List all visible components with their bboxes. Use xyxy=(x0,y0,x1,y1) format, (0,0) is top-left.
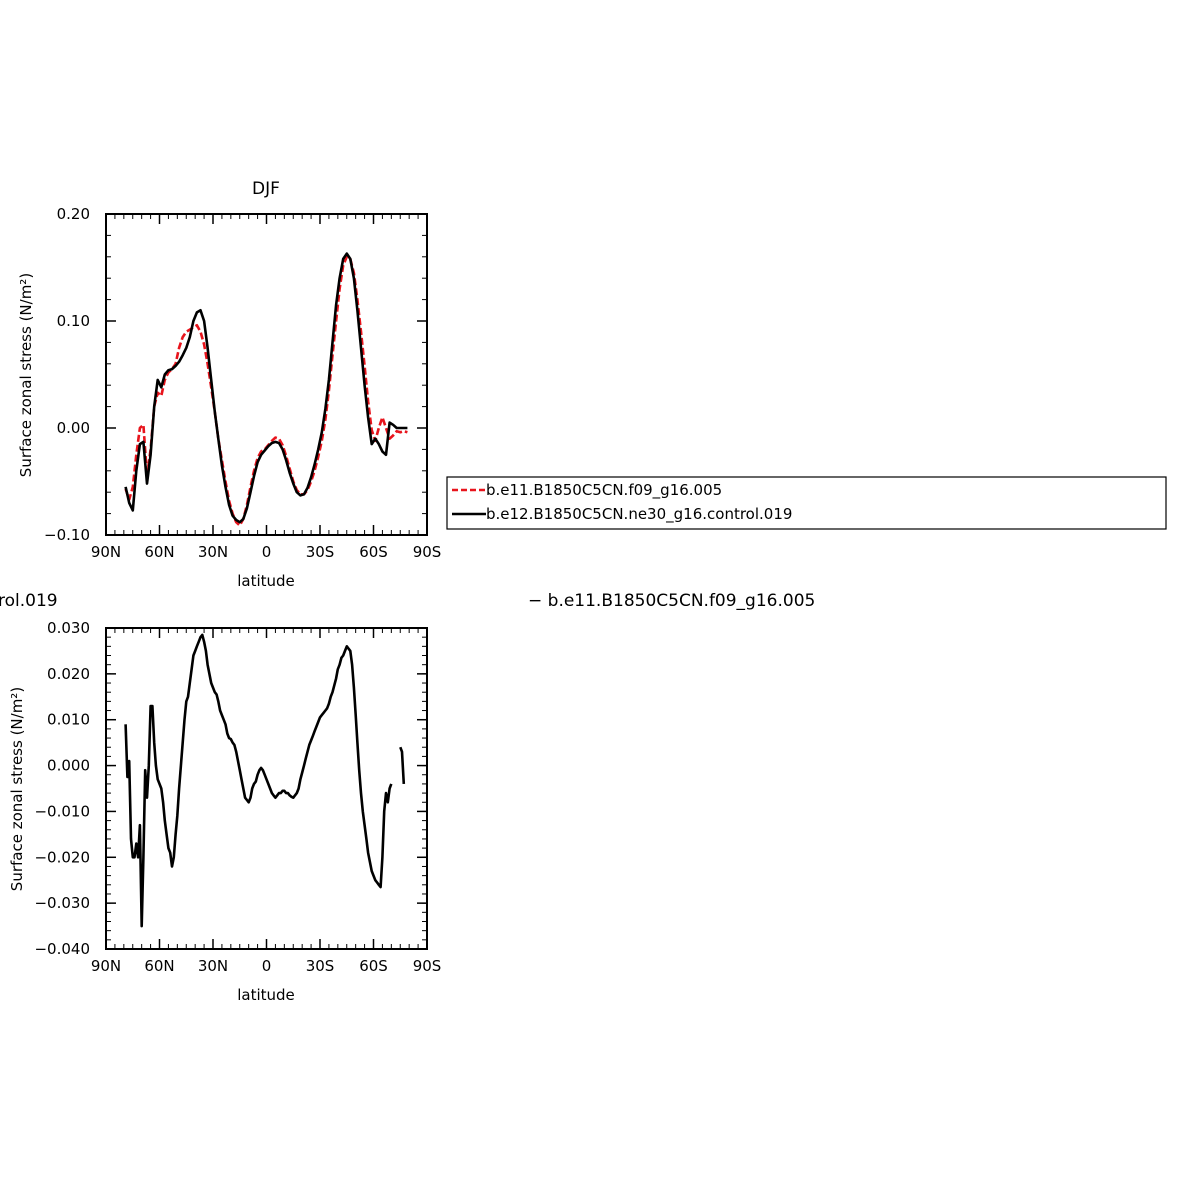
bottom-ytick-label: 0.010 xyxy=(47,711,90,729)
top-xtick-label: 90N xyxy=(91,543,121,561)
bottom-series-fragment xyxy=(399,746,406,784)
bottom-xtick-label: 90S xyxy=(413,957,442,975)
top-xtick-label: 60S xyxy=(359,543,388,561)
bottom-ylabel: Surface zonal stress (N/m²) xyxy=(8,687,26,891)
bottom-title-right: − b.e11.B1850C5CN.f09_g16.005 xyxy=(528,591,815,611)
legend-label-case: b.e11.B1850C5CN.f09_g16.005 xyxy=(486,481,722,500)
top-xtick-label: 0 xyxy=(262,543,272,561)
bottom-xtick-label: 0 xyxy=(262,957,272,975)
top-ytick-label: 0.00 xyxy=(57,419,90,437)
top-ytick-label: 0.10 xyxy=(57,312,90,330)
top-title: DJF xyxy=(252,179,280,199)
top-panel: DJF 90N 60N 30N 0 30S 60S 90S 0.20 0.10 0.00 −0.10… xyxy=(17,179,441,590)
top-ylabel: Surface zonal stress (N/m²) xyxy=(17,273,35,477)
legend-box xyxy=(446,476,1167,530)
bottom-ytick-label: 0.030 xyxy=(47,619,90,637)
bottom-ytick-label: −0.040 xyxy=(34,940,90,958)
bottom-title-left: rol.019 xyxy=(0,591,58,611)
top-ticks: 90N 60N 30N 0 30S 60S 90S 0.20 0.10 0.00 −0.10 xyxy=(44,205,441,561)
top-series-line-1 xyxy=(124,252,408,524)
bottom-xtick-label: 30N xyxy=(198,957,228,975)
bottom-series xyxy=(124,633,406,928)
top-xtick-label: 30N xyxy=(198,543,228,561)
legend-label-control: b.e12.B1850C5CN.ne30_g16.control.019 xyxy=(486,505,792,524)
bottom-xtick-label: 90N xyxy=(91,957,121,975)
bottom-xtick-label: 30S xyxy=(306,957,335,975)
bottom-ticks: 90N 60N 30N 0 30S 60S 90S 0.030 0.020 0.010 0.000 −… xyxy=(34,619,441,975)
top-plot-frame xyxy=(105,213,428,536)
bottom-ytick-label: −0.020 xyxy=(34,848,90,866)
bottom-xtick-label: 60N xyxy=(144,957,174,975)
bottom-ytick-label: −0.030 xyxy=(34,894,90,912)
top-xtick-label: 90S xyxy=(413,543,442,561)
bottom-xtick-label: 60S xyxy=(359,957,388,975)
top-ytick-label: −0.10 xyxy=(44,526,90,544)
bottom-plot-frame xyxy=(105,627,428,950)
bottom-ytick-label: 0.020 xyxy=(47,665,90,683)
top-xtick-label: 30S xyxy=(306,543,335,561)
legend: b.e11.B1850C5CN.f09_g16.005 b.e12.B1850C… xyxy=(446,476,1167,530)
bottom-ytick-label: 0.000 xyxy=(47,757,90,775)
top-xlabel: latitude xyxy=(237,572,295,590)
bottom-series-line-0 xyxy=(124,633,393,928)
top-ytick-label: 0.20 xyxy=(57,205,90,223)
bottom-panel: rol.019 − b.e11.B1850C5CN.f09_g16.005 90… xyxy=(0,591,815,1004)
top-xtick-label: 60N xyxy=(144,543,174,561)
bottom-xlabel: latitude xyxy=(237,986,295,1004)
top-series xyxy=(124,252,408,527)
bottom-ytick-label: −0.010 xyxy=(34,802,90,820)
